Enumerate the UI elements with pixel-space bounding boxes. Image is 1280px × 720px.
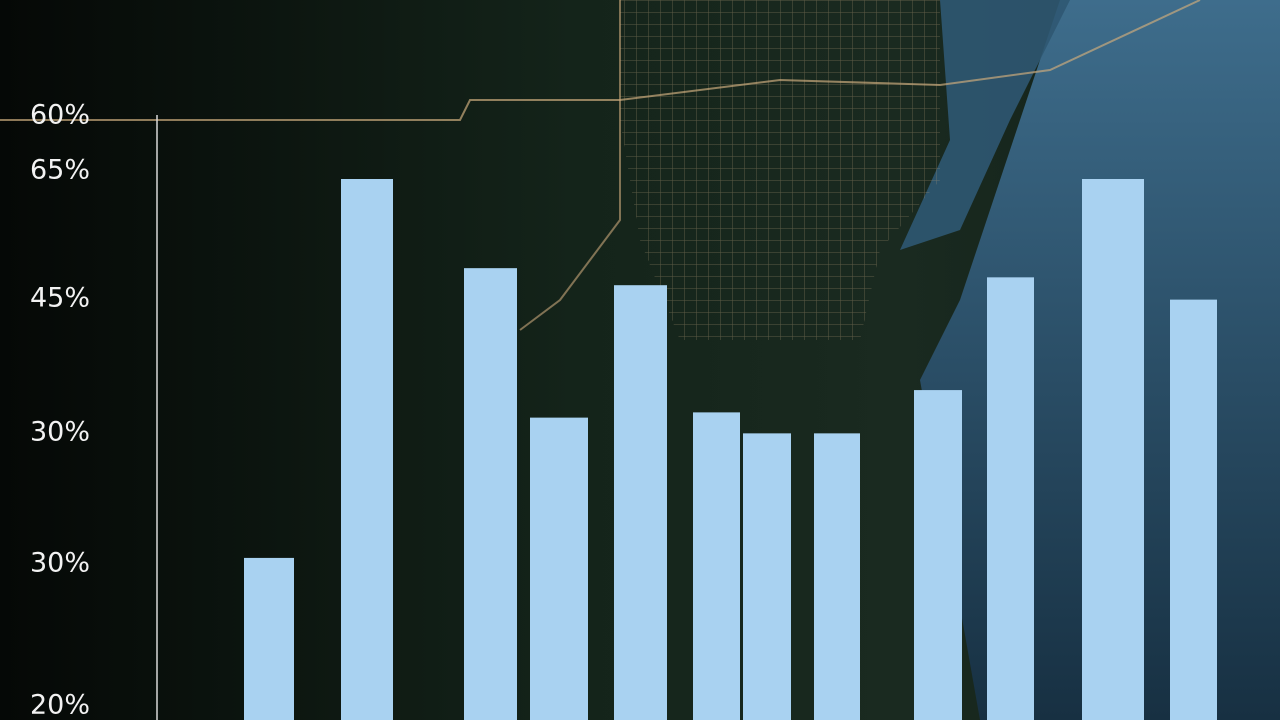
bar	[530, 417, 588, 720]
y-tick-label: 60%	[30, 100, 90, 131]
bar	[464, 268, 517, 720]
bar	[614, 285, 667, 720]
y-tick-label: 30%	[30, 417, 90, 448]
y-tick-label: 65%	[30, 155, 90, 186]
bar	[693, 412, 740, 720]
bar	[814, 433, 860, 720]
bar	[914, 390, 962, 720]
y-labels: 60% 65% 45% 30% 30% 20%	[30, 100, 90, 720]
bars	[244, 179, 1217, 720]
y-tick-label: 20%	[30, 690, 90, 720]
bar	[1170, 299, 1217, 720]
y-tick-label: 30%	[30, 548, 90, 579]
y-tick-label: 45%	[30, 283, 90, 314]
bar	[244, 557, 294, 720]
bar	[987, 277, 1034, 720]
bar	[1082, 179, 1144, 720]
bar	[743, 433, 791, 720]
bar	[341, 179, 393, 720]
